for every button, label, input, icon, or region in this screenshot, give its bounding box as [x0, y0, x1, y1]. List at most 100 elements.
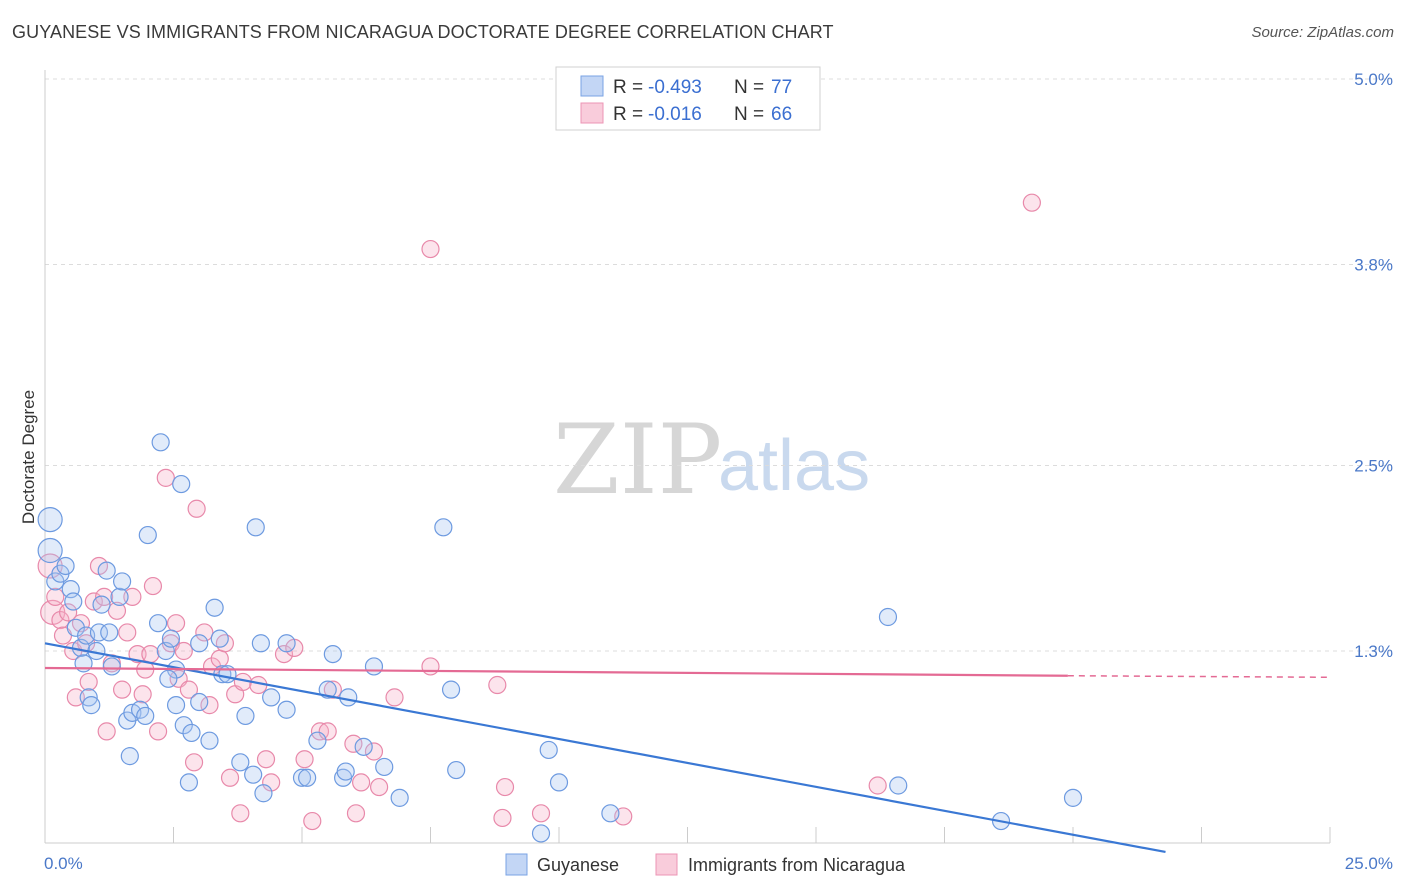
guyanese-point-64: [434, 518, 453, 537]
bottom-legend-label-guyanese: Guyanese: [537, 855, 619, 875]
nicaragua-point-64: [531, 804, 551, 823]
nicaragua-point-2: [46, 587, 65, 606]
nicaragua-point-51: [318, 722, 337, 741]
guyanese-point-12: [82, 696, 101, 715]
series-legend: Guyanese Immigrants from Nicaragua: [505, 853, 906, 876]
nicaragua-point-59: [421, 657, 440, 676]
nicaragua-point-16: [107, 601, 127, 620]
nicaragua-point-23: [141, 644, 160, 664]
bottom-legend-swatch-guyanese: [505, 853, 528, 876]
guyanese-point-70: [878, 607, 898, 627]
nicaragua-point-31: [179, 680, 199, 699]
nicaragua-point-34: [195, 623, 214, 642]
trend-line-nicaragua: [44, 666, 1068, 677]
guyanese-point-67: [539, 740, 558, 760]
guyanese-point-17: [100, 623, 119, 642]
guyanese-point-30: [161, 629, 181, 648]
bottom-legend-label-nicaragua: Immigrants from Nicaragua: [688, 855, 906, 875]
guyanese-point-15: [92, 595, 111, 614]
gridlines: [45, 78, 1392, 652]
guyanese-point-53: [292, 768, 312, 787]
watermark-atlas: atlas: [718, 426, 870, 506]
nicaragua-point-30: [174, 641, 193, 661]
series-nicaragua-points: [37, 193, 1041, 831]
nicaragua-point-48: [295, 750, 314, 769]
guyanese-point-19: [110, 587, 129, 606]
guyanese-point-31: [166, 696, 186, 715]
bottom-legend-swatch-nicaragua: [655, 853, 678, 876]
nicaragua-point-37: [210, 649, 229, 668]
y-tick-label-0: 1.3%: [1354, 642, 1393, 661]
guyanese-point-76: [336, 762, 355, 781]
guyanese-point-55: [308, 731, 327, 750]
x-tick-labels: 0.0% 25.0%: [44, 854, 1393, 873]
legend-r-value-1: -0.493: [648, 77, 702, 98]
guyanese-point-41: [210, 629, 229, 648]
guyanese-point-14: [89, 623, 109, 642]
guyanese-point-6: [64, 592, 83, 611]
guyanese-point-36: [182, 723, 201, 743]
nicaragua-point-57: [370, 777, 389, 797]
guyanese-point-56: [318, 680, 337, 699]
y-tick-label-3: 5.0%: [1354, 70, 1393, 89]
nicaragua-point-56: [364, 742, 384, 761]
nicaragua-point-60: [421, 239, 440, 259]
nicaragua-point-44: [256, 750, 276, 769]
nicaragua-point-55: [352, 773, 371, 792]
source-label: Source: ZipAtlas.com: [1251, 24, 1394, 41]
guyanese-point-71: [889, 776, 908, 795]
nicaragua-point-5: [59, 603, 78, 622]
guyanese-point-45: [236, 706, 255, 726]
nicaragua-point-54: [346, 804, 366, 823]
guyanese-point-20: [112, 572, 132, 591]
trend-line-guyanese: [44, 642, 1166, 854]
guyanese-point-37: [190, 692, 209, 712]
guyanese-point-18: [102, 657, 121, 676]
nicaragua-point-10: [79, 672, 98, 692]
guyanese-point-60: [354, 737, 373, 756]
guyanese-point-73: [1063, 788, 1083, 807]
guyanese-point-59: [339, 688, 358, 707]
legend-r-label-1: R =: [613, 77, 643, 98]
y-axis-label: Doctorate Degree: [19, 390, 38, 524]
y-tick-label-2: 3.8%: [1354, 256, 1393, 275]
guyanese-point-54: [298, 768, 317, 787]
nicaragua-point-66: [868, 776, 887, 795]
nicaragua-point-19: [123, 587, 142, 606]
guyanese-point-0: [37, 537, 63, 564]
guyanese-point-47: [246, 518, 265, 537]
guyanese-point-22: [120, 747, 139, 766]
guyanese-point-74: [531, 824, 551, 843]
nicaragua-point-62: [493, 808, 512, 828]
nicaragua-point-39: [220, 768, 240, 787]
guyanese-point-61: [364, 657, 384, 676]
nicaragua-point-21: [133, 685, 152, 704]
guyanese-point-40: [205, 598, 224, 617]
guyanese-point-1: [37, 506, 63, 533]
nicaragua-point-52: [323, 680, 342, 699]
y-tick-labels: 1.3% 2.5% 3.8% 5.0%: [1354, 70, 1393, 661]
watermark-zip: ZIP: [553, 404, 722, 516]
guyanese-point-63: [390, 788, 409, 807]
guyanese-point-68: [549, 773, 569, 792]
x-tick-label-0: 0.0%: [44, 854, 83, 873]
legend-n-label-2: N =: [734, 104, 764, 125]
guyanese-point-33: [172, 474, 191, 494]
nicaragua-point-61: [488, 675, 507, 695]
nicaragua-point-18: [118, 623, 137, 642]
nicaragua-point-67: [1022, 193, 1041, 212]
nicaragua-point-58: [385, 688, 404, 707]
legend-r-value-2: -0.016: [648, 104, 702, 125]
guyanese-point-52: [277, 700, 296, 719]
nicaragua-point-26: [156, 468, 175, 487]
trend-line-nicaragua-extension: [1067, 674, 1331, 679]
nicaragua-point-41: [231, 804, 250, 823]
y-tick-label-1: 2.5%: [1354, 456, 1393, 475]
legend-swatch-nicaragua: [580, 102, 604, 124]
guyanese-point-49: [254, 784, 273, 803]
nicaragua-point-63: [495, 777, 515, 797]
nicaragua-point-49: [303, 811, 322, 831]
nicaragua-point-7: [66, 688, 85, 707]
legend-swatch-guyanese: [580, 75, 604, 97]
nicaragua-point-46: [274, 644, 294, 664]
